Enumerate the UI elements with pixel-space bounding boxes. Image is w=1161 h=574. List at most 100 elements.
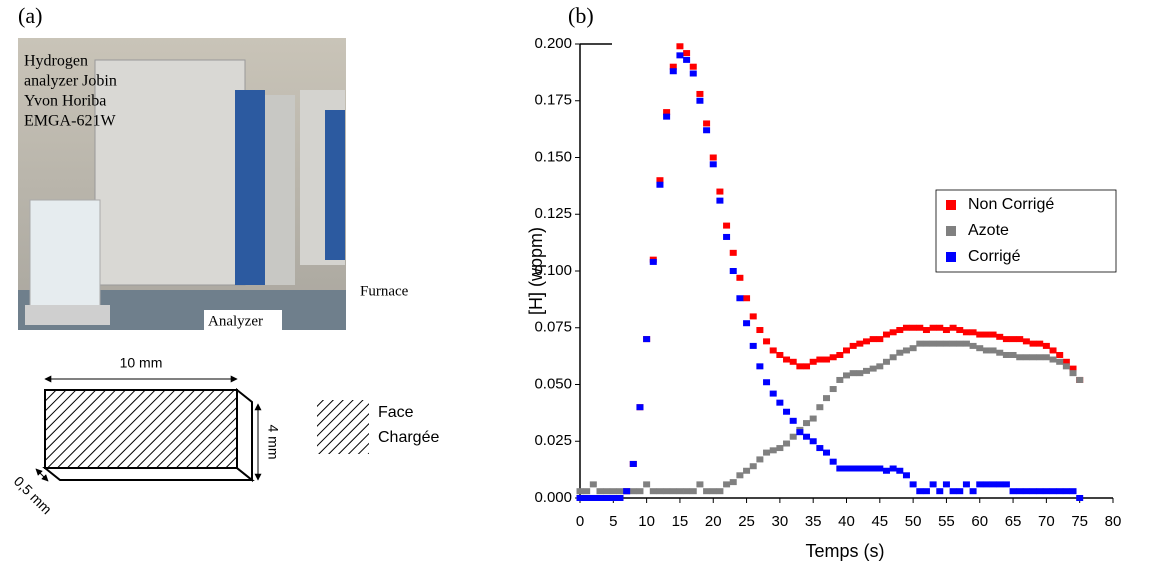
point bbox=[743, 467, 751, 474]
x-tick-label: 20 bbox=[705, 513, 722, 530]
point bbox=[856, 370, 864, 377]
panel-label: (b) bbox=[568, 3, 594, 28]
point bbox=[763, 449, 771, 456]
x-tick-label: 50 bbox=[905, 513, 922, 530]
x-tick-label: 65 bbox=[1005, 513, 1022, 530]
point bbox=[1042, 488, 1050, 495]
point bbox=[902, 324, 910, 331]
point bbox=[1009, 488, 1017, 495]
point bbox=[803, 363, 811, 370]
point bbox=[1002, 336, 1010, 343]
point bbox=[896, 467, 904, 474]
point bbox=[1069, 365, 1077, 372]
point bbox=[976, 331, 984, 338]
point bbox=[896, 327, 904, 334]
point bbox=[909, 324, 917, 331]
point bbox=[1022, 338, 1030, 345]
point bbox=[769, 447, 777, 454]
point bbox=[716, 488, 724, 495]
point bbox=[669, 63, 677, 70]
dimension-label: 0,5 mm bbox=[11, 473, 55, 517]
point bbox=[929, 340, 937, 347]
x-tick-label: 40 bbox=[838, 513, 855, 530]
point bbox=[869, 336, 877, 343]
point bbox=[942, 340, 950, 347]
point bbox=[636, 404, 644, 411]
point bbox=[736, 295, 744, 302]
x-tick-label: 55 bbox=[938, 513, 955, 530]
point bbox=[649, 488, 657, 495]
legend-label: Corrigé bbox=[968, 248, 1021, 265]
point bbox=[829, 458, 837, 465]
y-axis-title: [H] (wppm) bbox=[526, 227, 546, 315]
point bbox=[743, 320, 751, 327]
point bbox=[823, 356, 831, 363]
point bbox=[836, 376, 844, 383]
point bbox=[709, 154, 717, 161]
point bbox=[809, 358, 817, 365]
point bbox=[969, 342, 977, 349]
point bbox=[823, 449, 831, 456]
label-box bbox=[356, 280, 431, 304]
point bbox=[636, 488, 644, 495]
point bbox=[696, 90, 704, 97]
point bbox=[663, 488, 671, 495]
y-tick-label: 0.125 bbox=[534, 205, 572, 222]
photo-caption: EMGA-621W bbox=[24, 113, 116, 130]
point bbox=[849, 342, 857, 349]
x-tick-label: 60 bbox=[971, 513, 988, 530]
point bbox=[942, 481, 950, 488]
point bbox=[1049, 488, 1057, 495]
point bbox=[716, 197, 724, 204]
point bbox=[1029, 340, 1037, 347]
point bbox=[1056, 351, 1064, 358]
point bbox=[1062, 358, 1070, 365]
point bbox=[942, 327, 950, 334]
point bbox=[882, 331, 890, 338]
point bbox=[609, 488, 617, 495]
point bbox=[596, 488, 604, 495]
point bbox=[989, 481, 997, 488]
point bbox=[1016, 336, 1024, 343]
point bbox=[723, 233, 731, 240]
y-tick-label: 0.050 bbox=[534, 375, 572, 392]
point bbox=[649, 258, 657, 265]
point bbox=[709, 161, 717, 168]
point bbox=[976, 345, 984, 352]
point bbox=[623, 488, 631, 495]
photo-caption: Hydrogen bbox=[24, 53, 88, 70]
x-tick-label: 35 bbox=[805, 513, 822, 530]
point bbox=[816, 356, 824, 363]
x-tick-label: 15 bbox=[672, 513, 689, 530]
point bbox=[1076, 495, 1084, 501]
point bbox=[1009, 351, 1017, 358]
point bbox=[949, 488, 957, 495]
photo bbox=[18, 38, 346, 330]
point bbox=[909, 481, 917, 488]
point bbox=[803, 433, 811, 440]
point bbox=[756, 363, 764, 370]
point bbox=[962, 329, 970, 336]
x-tick-label: 70 bbox=[1038, 513, 1055, 530]
point bbox=[902, 472, 910, 479]
point bbox=[729, 479, 737, 486]
point bbox=[876, 363, 884, 370]
point bbox=[743, 295, 751, 302]
legend-label: Non Corrigé bbox=[968, 196, 1054, 213]
point bbox=[882, 467, 890, 474]
point bbox=[982, 481, 990, 488]
point bbox=[949, 324, 957, 331]
point bbox=[869, 465, 877, 472]
y-tick-label: 0.100 bbox=[534, 262, 572, 279]
point bbox=[816, 445, 824, 452]
point bbox=[656, 488, 664, 495]
point bbox=[776, 399, 784, 406]
point bbox=[969, 488, 977, 495]
point bbox=[929, 324, 937, 331]
point bbox=[629, 460, 637, 467]
point bbox=[603, 488, 611, 495]
point bbox=[1029, 488, 1037, 495]
point bbox=[789, 417, 797, 424]
point bbox=[969, 329, 977, 336]
point bbox=[1069, 370, 1077, 377]
